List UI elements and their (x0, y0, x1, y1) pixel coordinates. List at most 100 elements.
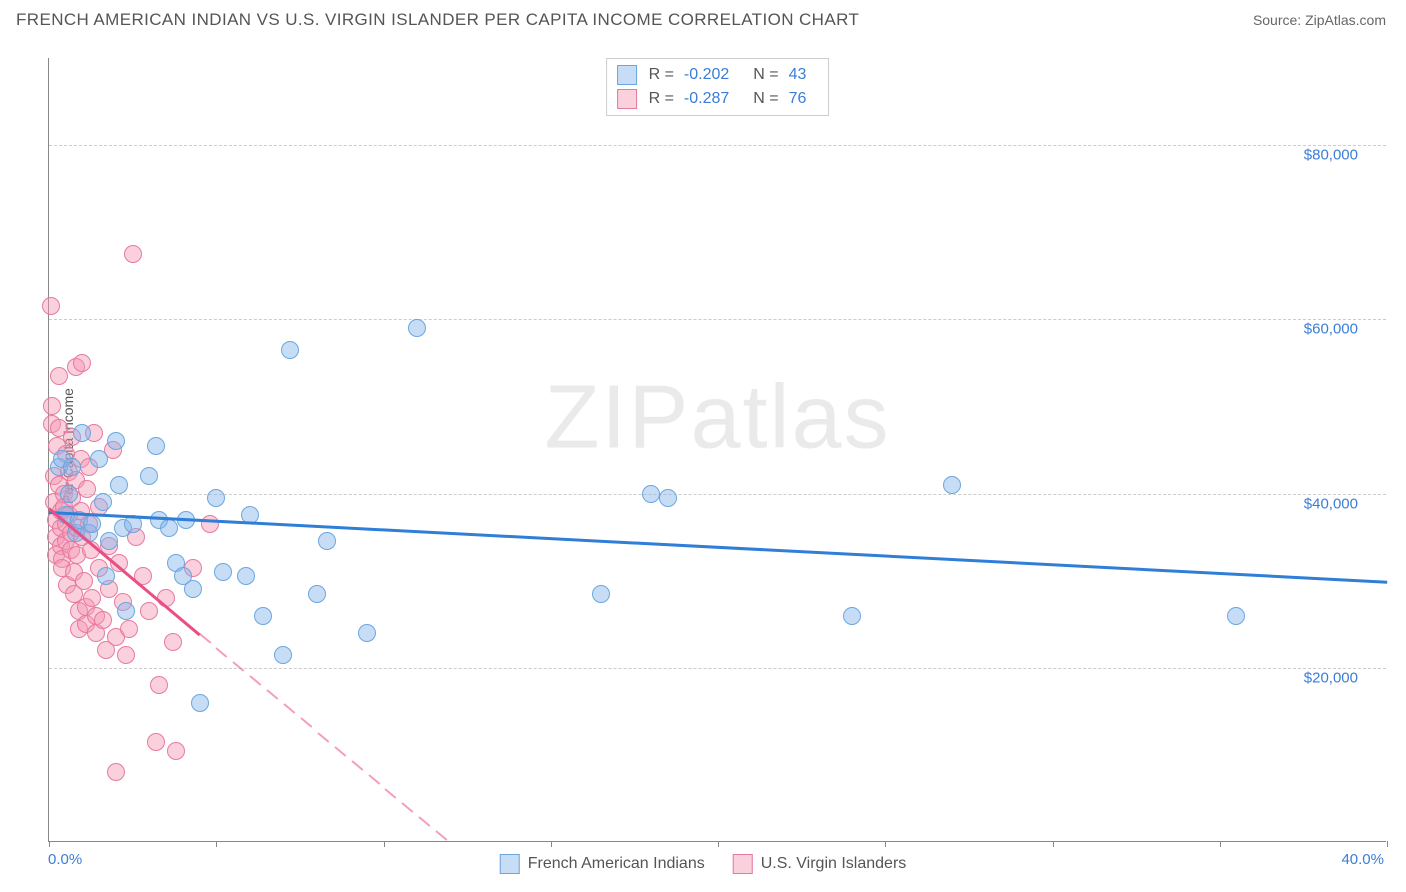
data-point-pink (147, 733, 165, 751)
data-point-blue (659, 489, 677, 507)
data-point-blue (97, 567, 115, 585)
data-point-blue (943, 476, 961, 494)
y-tick-label: $40,000 (1304, 495, 1358, 512)
data-point-pink (50, 367, 68, 385)
legend-swatch (617, 89, 637, 109)
y-tick-label: $20,000 (1304, 669, 1358, 686)
watermark-text: ZIPatlas (544, 367, 890, 470)
data-point-blue (147, 437, 165, 455)
data-point-pink (124, 245, 142, 263)
n-label: N = (753, 66, 778, 84)
n-value: 76 (789, 90, 807, 108)
legend-item: U.S. Virgin Islanders (733, 854, 907, 874)
x-tick (718, 841, 719, 847)
series-legend: French American Indians U.S. Virgin Islan… (500, 854, 907, 874)
data-point-pink (43, 397, 61, 415)
trend-dash (216, 647, 228, 657)
gridline-horizontal (49, 668, 1386, 669)
x-tick (384, 841, 385, 847)
data-point-blue (110, 476, 128, 494)
data-point-blue (408, 319, 426, 337)
data-point-blue (100, 532, 118, 550)
chart-title: FRENCH AMERICAN INDIAN VS U.S. VIRGIN IS… (16, 10, 859, 30)
trend-dash (199, 633, 211, 643)
watermark-zip: ZIP (544, 368, 690, 468)
data-point-blue (107, 432, 125, 450)
data-point-pink (164, 633, 182, 651)
gridline-horizontal (49, 319, 1386, 320)
legend-stat-row: R =-0.287N =76 (617, 87, 819, 111)
data-point-blue (254, 607, 272, 625)
data-point-blue (281, 341, 299, 359)
y-tick-label: $80,000 (1304, 147, 1358, 164)
data-point-blue (237, 567, 255, 585)
data-point-pink (117, 646, 135, 664)
data-point-pink (94, 611, 112, 629)
trend-dash (402, 802, 414, 812)
trend-dash (283, 704, 295, 714)
data-point-blue (214, 563, 232, 581)
data-point-blue (308, 585, 326, 603)
data-point-blue (1227, 607, 1245, 625)
n-label: N = (753, 90, 778, 108)
data-point-blue (90, 450, 108, 468)
trend-dash (317, 732, 329, 742)
source-name: ZipAtlas.com (1305, 12, 1386, 28)
legend-swatch (617, 65, 637, 85)
x-tick (1053, 841, 1054, 847)
trend-dash (334, 746, 346, 756)
gridline-horizontal (49, 145, 1386, 146)
trend-dash (300, 718, 312, 728)
data-point-pink (83, 589, 101, 607)
legend-label: French American Indians (528, 855, 705, 873)
r-label: R = (649, 66, 674, 84)
data-point-pink (150, 676, 168, 694)
data-point-pink (78, 480, 96, 498)
data-point-pink (120, 620, 138, 638)
x-tick (1387, 841, 1388, 847)
data-point-blue (140, 467, 158, 485)
trend-dash (266, 689, 278, 699)
trend-dash (351, 760, 363, 770)
x-tick-label-max: 40.0% (1341, 851, 1384, 868)
data-point-blue (843, 607, 861, 625)
data-point-blue (274, 646, 292, 664)
correlation-legend: R =-0.202N =43R =-0.287N =76 (606, 58, 830, 116)
data-point-blue (358, 624, 376, 642)
data-point-blue (117, 602, 135, 620)
data-point-blue (184, 580, 202, 598)
data-point-blue (94, 493, 112, 511)
r-value: -0.202 (684, 66, 729, 84)
legend-label: U.S. Virgin Islanders (761, 855, 907, 873)
n-value: 43 (789, 66, 807, 84)
legend-stat-row: R = -0.202 N = 43 (617, 63, 819, 87)
data-point-blue (592, 585, 610, 603)
trend-dash (250, 675, 262, 685)
legend-swatch (500, 854, 520, 874)
x-tick (49, 841, 50, 847)
data-point-blue (318, 532, 336, 550)
data-point-blue (63, 458, 81, 476)
x-tick-label-min: 0.0% (48, 851, 82, 868)
data-point-pink (140, 602, 158, 620)
scatter-chart: ZIPatlas R =-0.202N =43R =-0.287N =76 $2… (48, 58, 1386, 842)
gridline-horizontal (49, 494, 1386, 495)
data-point-blue (83, 515, 101, 533)
data-point-blue (642, 485, 660, 503)
source-attribution: Source: ZipAtlas.com (1253, 12, 1386, 28)
legend-swatch (733, 854, 753, 874)
data-point-pink (42, 297, 60, 315)
legend-item: French American Indians (500, 854, 705, 874)
x-tick (885, 841, 886, 847)
data-point-pink (107, 763, 125, 781)
data-point-blue (191, 694, 209, 712)
data-point-pink (167, 742, 185, 760)
trend-dash (419, 816, 431, 826)
x-tick (216, 841, 217, 847)
trend-dash (435, 830, 447, 840)
data-point-blue (73, 424, 91, 442)
chart-header: FRENCH AMERICAN INDIAN VS U.S. VIRGIN IS… (0, 0, 1406, 36)
r-label: R = (649, 90, 674, 108)
data-point-pink (201, 515, 219, 533)
data-point-blue (160, 519, 178, 537)
